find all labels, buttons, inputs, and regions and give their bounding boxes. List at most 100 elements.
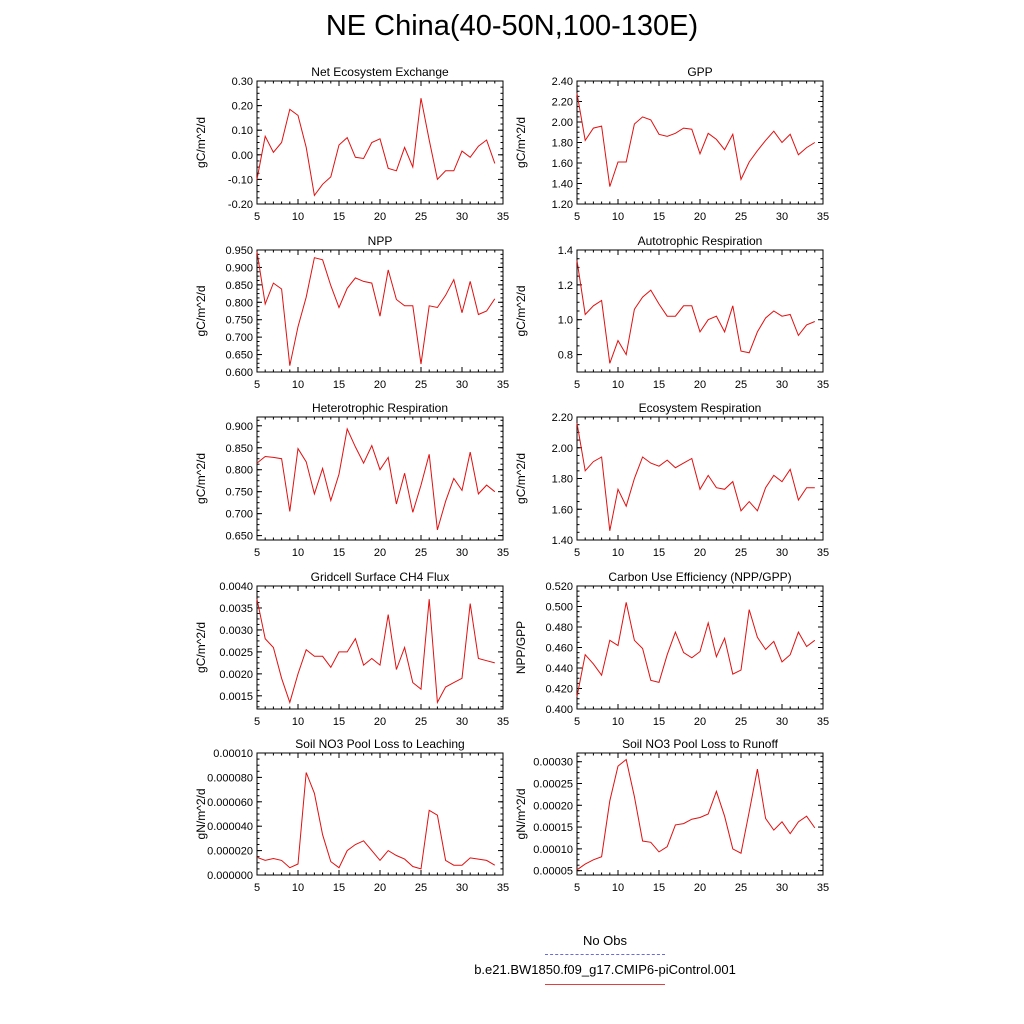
x-tick-label: 15 bbox=[653, 211, 665, 223]
y-tick-label: 0.000060 bbox=[207, 797, 253, 809]
x-tick-label: 30 bbox=[456, 547, 468, 559]
legend-case-label: b.e21.BW1850.f09_g17.CMIP6-piControl.001 bbox=[474, 962, 736, 977]
x-tick-label: 15 bbox=[653, 379, 665, 391]
y-tick-label: 2.20 bbox=[552, 412, 573, 424]
x-tick-label: 25 bbox=[415, 211, 427, 223]
y-tick-label: 2.00 bbox=[552, 117, 573, 129]
x-tick-label: 20 bbox=[374, 716, 386, 728]
y-tick-label: 0.0040 bbox=[219, 581, 253, 593]
y-tick-label: 0.460 bbox=[545, 643, 573, 655]
chart-title: Carbon Use Efficiency (NPP/GPP) bbox=[608, 570, 791, 584]
y-axis-label: gC/m^2/d bbox=[514, 286, 528, 337]
series-line bbox=[576, 93, 816, 187]
plot-frame bbox=[256, 585, 504, 710]
x-tick-label: 20 bbox=[694, 882, 706, 894]
y-axis-label: gC/m^2/d bbox=[514, 117, 528, 168]
x-tick-label: 20 bbox=[694, 547, 706, 559]
y-tick-label: 1.40 bbox=[552, 179, 573, 191]
x-tick-label: 15 bbox=[653, 882, 665, 894]
x-tick-label: 20 bbox=[374, 379, 386, 391]
y-tick-label: 0.0035 bbox=[219, 603, 253, 615]
y-tick-label: 0.20 bbox=[232, 101, 253, 113]
plot-frame bbox=[256, 80, 504, 205]
x-tick-label: 20 bbox=[694, 211, 706, 223]
x-tick-label: 10 bbox=[612, 547, 624, 559]
y-tick-label: 0.30 bbox=[232, 76, 253, 88]
y-tick-label: 0.00025 bbox=[533, 779, 573, 791]
chart-title: Ecosystem Respiration bbox=[639, 401, 762, 415]
x-tick-label: 35 bbox=[497, 882, 509, 894]
y-axis-label: gC/m^2/d bbox=[194, 286, 208, 337]
y-tick-label: 0.800 bbox=[225, 297, 253, 309]
x-tick-label: 15 bbox=[333, 547, 345, 559]
plot-frame bbox=[256, 752, 504, 876]
chart-panel: Soil NO3 Pool Loss to Runoff gN/m^2/d 5 10 1… bbox=[514, 737, 829, 894]
chart-panel: Carbon Use Efficiency (NPP/GPP) NPP/GPP 5 1… bbox=[514, 570, 829, 728]
chart-panel: NPP gC/m^2/d 5 10 15 20 25 30 35 0.600 0.650 0.700 0… bbox=[194, 234, 509, 391]
y-tick-label: 1.0 bbox=[558, 315, 573, 327]
y-tick-label: 0.800 bbox=[225, 465, 253, 477]
series-line bbox=[256, 251, 496, 366]
chart-title: Autotrophic Respiration bbox=[638, 234, 763, 248]
y-tick-label: 1.60 bbox=[552, 158, 573, 170]
x-tick-label: 30 bbox=[456, 716, 468, 728]
x-tick-label: 15 bbox=[333, 379, 345, 391]
y-tick-label: 1.2 bbox=[558, 280, 573, 292]
x-tick-label: 5 bbox=[254, 716, 260, 728]
y-tick-label: 0.900 bbox=[225, 421, 253, 433]
chart-panel: Soil NO3 Pool Loss to Leaching gN/m^2/d 5 1… bbox=[194, 737, 509, 894]
x-tick-label: 5 bbox=[254, 379, 260, 391]
y-axis-label: gC/m^2/d bbox=[194, 117, 208, 168]
y-tick-label: 0.0030 bbox=[219, 625, 253, 637]
x-tick-label: 35 bbox=[497, 547, 509, 559]
chart-title: Net Ecosystem Exchange bbox=[311, 65, 449, 79]
y-tick-label: 1.40 bbox=[552, 535, 573, 547]
series-line bbox=[256, 427, 496, 531]
x-tick-label: 20 bbox=[694, 379, 706, 391]
y-tick-label: 0.750 bbox=[225, 487, 253, 499]
chart-panel: Net Ecosystem Exchange gC/m^2/d 5 10 15 20 25 3… bbox=[194, 65, 509, 223]
x-tick-label: 15 bbox=[653, 716, 665, 728]
y-tick-label: 0.520 bbox=[545, 581, 573, 593]
x-tick-label: 30 bbox=[776, 379, 788, 391]
plot-frame bbox=[576, 752, 824, 876]
y-tick-label: 0.00010 bbox=[533, 844, 573, 856]
y-axis-label: gC/m^2/d bbox=[194, 453, 208, 504]
y-tick-label: 0.900 bbox=[225, 262, 253, 274]
y-tick-label: 0.700 bbox=[225, 332, 253, 344]
y-tick-label: 0.000020 bbox=[207, 846, 253, 858]
y-tick-label: 0.0025 bbox=[219, 647, 253, 659]
y-tick-label: 2.00 bbox=[552, 443, 573, 455]
y-tick-label: 0.000040 bbox=[207, 821, 253, 833]
y-tick-label: 1.60 bbox=[552, 504, 573, 516]
y-tick-label: 1.4 bbox=[558, 245, 573, 257]
x-tick-label: 10 bbox=[292, 547, 304, 559]
y-tick-label: 0.600 bbox=[225, 367, 253, 379]
chart-title: GPP bbox=[687, 65, 712, 79]
y-tick-label: 0.10 bbox=[232, 125, 253, 137]
x-tick-label: 20 bbox=[694, 716, 706, 728]
plot-frame bbox=[576, 249, 824, 373]
series-line bbox=[576, 423, 815, 531]
y-axis-label: gN/m^2/d bbox=[514, 789, 528, 840]
chart-title: NPP bbox=[368, 234, 393, 248]
series-line bbox=[576, 260, 815, 364]
x-tick-label: 15 bbox=[333, 882, 345, 894]
x-tick-label: 30 bbox=[776, 882, 788, 894]
y-tick-label: 0.480 bbox=[545, 622, 573, 634]
y-tick-label: 0.500 bbox=[545, 602, 573, 614]
y-tick-label: 0.650 bbox=[225, 531, 253, 543]
x-tick-label: 20 bbox=[374, 211, 386, 223]
x-tick-label: 25 bbox=[415, 547, 427, 559]
x-tick-label: 30 bbox=[776, 716, 788, 728]
x-tick-label: 5 bbox=[574, 547, 580, 559]
x-tick-label: 35 bbox=[817, 716, 829, 728]
y-tick-label: 1.20 bbox=[552, 199, 573, 211]
y-tick-label: 2.20 bbox=[552, 97, 573, 109]
y-tick-label: 0.440 bbox=[545, 663, 573, 675]
y-tick-label: 0.000000 bbox=[207, 870, 253, 882]
x-tick-label: 35 bbox=[817, 547, 829, 559]
x-tick-label: 30 bbox=[456, 211, 468, 223]
x-tick-label: 25 bbox=[735, 547, 747, 559]
x-tick-label: 10 bbox=[292, 716, 304, 728]
